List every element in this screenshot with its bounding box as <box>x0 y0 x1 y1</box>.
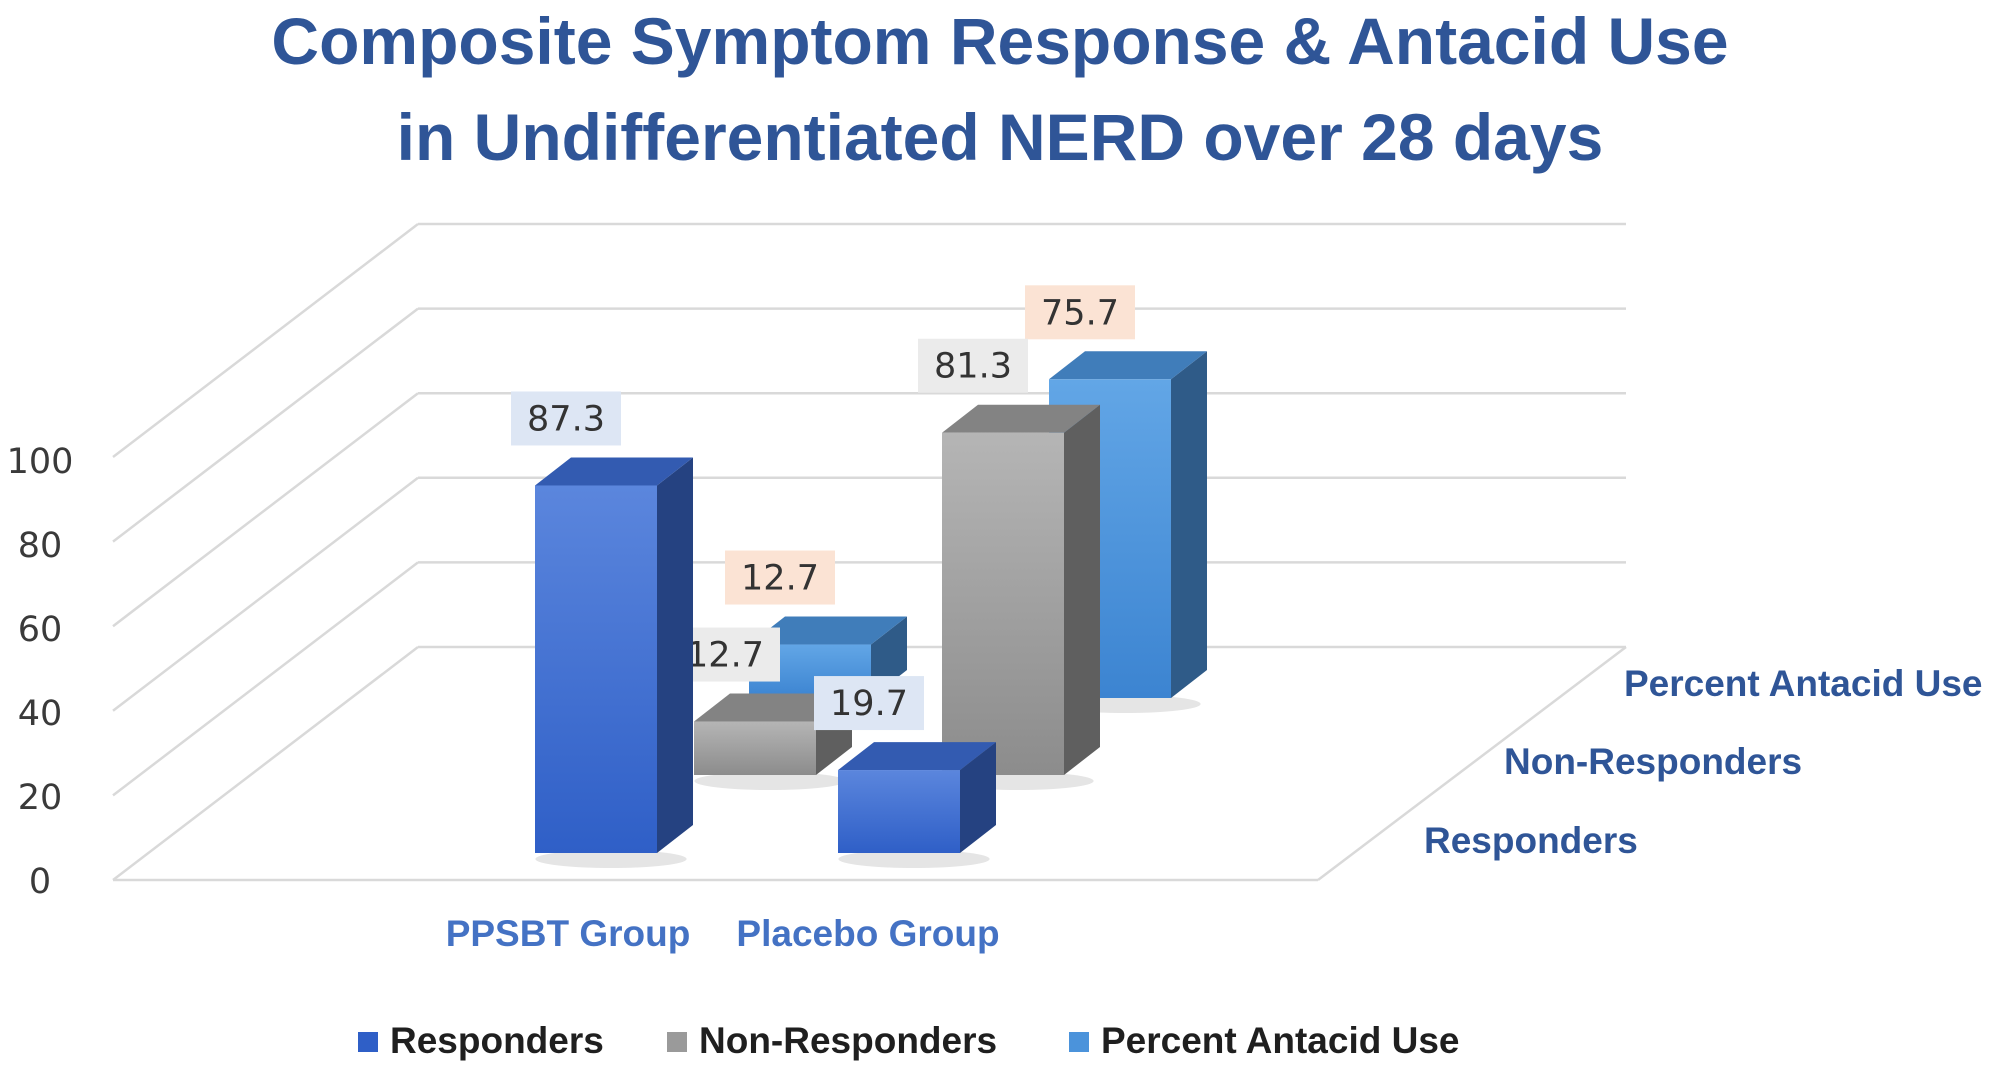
legend-label: Responders <box>390 1020 604 1061</box>
series-depth-label: Non-Responders <box>1504 741 1802 782</box>
legend-label: Percent Antacid Use <box>1101 1020 1459 1061</box>
y-tick-label: 80 <box>18 526 63 566</box>
bar-top-face <box>1049 351 1207 380</box>
bar-front-face <box>838 770 960 853</box>
data-label: 87.3 <box>527 399 605 439</box>
bar-front-face <box>942 432 1064 775</box>
y-tick-label: 0 <box>29 862 51 902</box>
bar-responders-placebo-group[interactable]: 19.7 <box>814 676 996 868</box>
legend-item[interactable]: Percent Antacid Use <box>1069 1020 1459 1061</box>
data-label-box <box>814 676 924 731</box>
chart-title-line2: in Undifferentiated NERD over 28 days <box>397 100 1604 174</box>
side-wall-gridline <box>112 307 419 543</box>
side-wall-gridline <box>112 392 419 628</box>
bar-side-face <box>657 457 693 853</box>
bar-side-face <box>960 742 996 853</box>
bar-responders-ppsbt-group[interactable]: 87.3 <box>511 391 693 868</box>
bar-non-responders-placebo-group[interactable]: 81.3 <box>918 338 1100 790</box>
category-label: Placebo Group <box>736 913 999 954</box>
side-wall-gridline <box>112 646 419 881</box>
bar-side-face <box>1064 404 1100 775</box>
floor-right-edge <box>1317 646 1627 881</box>
bar-shadow <box>535 850 687 868</box>
bar-shadow <box>838 850 990 868</box>
bar-side-face <box>1171 351 1207 698</box>
y-tick-label: 60 <box>18 610 63 650</box>
bar-top-face <box>749 616 907 645</box>
chart-title-line1: Composite Symptom Response & Antacid Use <box>271 4 1728 78</box>
data-label: 12.7 <box>686 636 764 676</box>
category-label: PPSBT Group <box>446 913 691 954</box>
side-wall-gridline <box>112 476 419 712</box>
bar-top-face <box>942 404 1100 433</box>
legend-item[interactable]: Non-Responders <box>667 1020 997 1061</box>
legend-swatch <box>1069 1032 1089 1052</box>
bar-shadow <box>694 772 846 790</box>
data-label-box <box>1025 285 1135 340</box>
data-label: 12.7 <box>741 559 819 599</box>
data-label-box <box>511 391 621 446</box>
data-label: 81.3 <box>934 347 1012 387</box>
data-label: 75.7 <box>1041 293 1119 333</box>
bar-non-responders-ppsbt-group[interactable]: 12.7 <box>670 627 852 790</box>
series-depth-label: Percent Antacid Use <box>1624 663 1982 704</box>
legend-item[interactable]: Responders <box>358 1020 604 1061</box>
series-depth-label: Responders <box>1424 820 1638 861</box>
legend-label: Non-Responders <box>699 1020 997 1061</box>
side-wall-gridline <box>112 223 419 458</box>
bar-front-face <box>535 485 657 853</box>
y-tick-label: 100 <box>7 442 74 482</box>
bar-front-face <box>694 721 816 775</box>
bar-top-face <box>694 693 852 722</box>
y-tick-label: 40 <box>18 694 63 734</box>
data-label: 19.7 <box>830 684 908 724</box>
data-label-box <box>725 550 835 605</box>
data-label-box <box>918 338 1028 393</box>
y-tick-label: 20 <box>18 778 63 818</box>
legend-swatch <box>667 1032 687 1052</box>
legend-swatch <box>358 1032 378 1052</box>
bar-top-face <box>838 742 996 771</box>
bar-top-face <box>535 457 693 486</box>
side-wall-gridline <box>112 561 419 797</box>
